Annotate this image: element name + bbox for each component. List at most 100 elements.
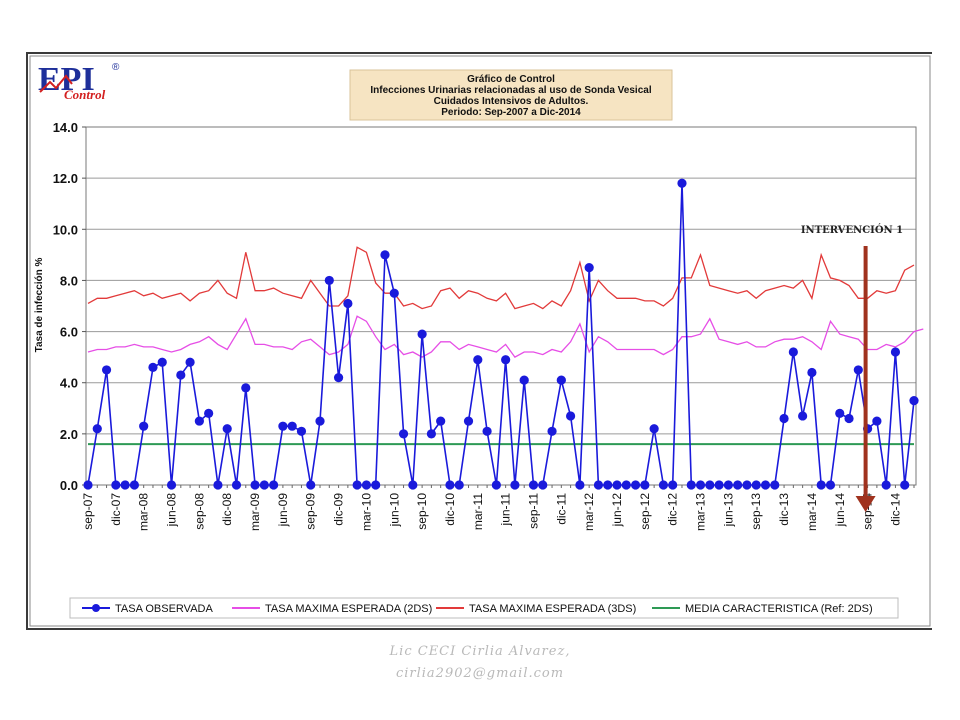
x-tick-label: sep-10 [415,493,429,530]
observed-point [900,480,910,490]
observed-point [844,413,854,424]
observed-point [231,480,242,490]
title-line-3: Cuidados Intensivos de Adultos. [434,96,589,107]
x-tick-label: sep-12 [638,493,652,530]
y-axis-label: Tasa de infección % [34,257,45,352]
observed-point [250,480,260,490]
x-tick-label: dic-14 [888,493,902,526]
x-tick-label: mar-12 [582,493,596,531]
observed-point [101,365,112,375]
observed-point [835,408,845,418]
legend-marker [92,604,100,612]
footer-author: Lic CECI Cirlia Alvarez, [389,644,571,659]
observed-point [658,480,669,490]
x-tick-label: dic-08 [220,493,234,526]
observed-point [287,421,297,431]
observed-point [853,365,863,375]
series-line-max-expected-3ds [87,246,915,310]
intervention-annotation: INTERVENCIÓN 1 [801,224,903,512]
observed-point [473,355,483,365]
observed-point [575,480,585,490]
observed-point [798,411,808,421]
observed-point [241,383,251,393]
observed-point [417,329,427,339]
observed-point [723,480,733,490]
x-tick-label: jun-08 [165,493,179,528]
y-tick-label: 12.0 [53,171,78,186]
observed-point [612,480,622,490]
observed-point [408,480,418,490]
observed-point [668,480,678,490]
legend-box [69,597,899,619]
observed-point [788,347,798,357]
y-tick-label: 6.0 [60,325,78,340]
x-tick-label: dic-10 [443,493,457,526]
x-tick-label: sep-08 [192,493,206,530]
footer-email: cirlia2902@gmail.com [395,666,565,681]
observed-point [770,480,780,490]
x-tick-label: mar-13 [694,493,708,531]
observed-point [222,424,232,434]
observed-point [760,480,771,490]
observed-point [566,411,576,421]
observed-point [593,480,604,490]
observed-point [872,416,882,426]
observed-point [621,480,631,490]
observed-point [436,416,446,426]
series-layer [83,178,924,490]
observed-point [343,298,353,309]
observed-point [157,357,167,367]
observed-point [751,480,761,490]
series-line-observed-rate [87,183,915,486]
observed-point [482,426,492,436]
y-tick-label: 14.0 [53,120,78,135]
x-tick-label: mar-10 [359,493,373,531]
x-tick-label: mar-09 [248,493,262,531]
x-tick-label: jun-09 [276,493,290,528]
observed-point [92,424,102,434]
observed-point [194,416,204,426]
x-tick-label: dic-11 [554,493,568,525]
observed-point [148,362,158,372]
observed-point [742,480,752,490]
x-tick-label: dic-12 [666,493,680,526]
chart-area [29,55,931,627]
observed-point [491,480,501,490]
x-tick-label: jun-11 [499,493,513,527]
observed-point [445,480,455,490]
y-tick-label: 0.0 [60,478,78,493]
observed-point [556,375,566,385]
observed-point [204,408,214,418]
x-tick-label: dic-07 [109,493,123,526]
observed-point [83,480,93,490]
x-tick-label: jun-10 [387,493,401,528]
y-axis-ticks: 0.0 2.0 4.0 6.0 8.0 10.0 12.0 14.0 [53,120,86,493]
x-tick-label: mar-11 [471,493,485,530]
observed-point [333,373,344,383]
observed-point [603,480,613,490]
title-line-2: Infecciones Urinarias relacionadas al us… [370,85,651,96]
observed-point [881,480,891,490]
title-box-bg [349,69,673,121]
frame-top-line [26,52,932,54]
x-tick-label: dic-09 [332,493,346,526]
observed-point [677,178,687,188]
observed-point [213,480,223,490]
x-tick-label: sep-13 [749,493,763,530]
x-tick-label: jun-13 [721,493,735,528]
y-tick-label: 8.0 [60,273,78,288]
observed-point [825,480,836,490]
observed-point [519,375,529,385]
observed-point [630,480,641,490]
observed-point [640,480,650,490]
observed-point [306,480,316,490]
logo-text: EPI [38,61,95,98]
legend-label-characteristic-mean: MEDIA CARACTERISTICA (Ref: 2DS) [685,603,873,615]
intervention-arrow-head [855,496,876,512]
observed-point [584,263,594,273]
title-box: Gráfico de Control Infecciones Urinarias… [349,69,673,121]
x-tick-label: mar-14 [805,493,819,531]
legend-label-observed-rate: TASA OBSERVADA [115,603,213,615]
observed-point [120,480,130,490]
logo-mountain-icon [39,74,73,93]
